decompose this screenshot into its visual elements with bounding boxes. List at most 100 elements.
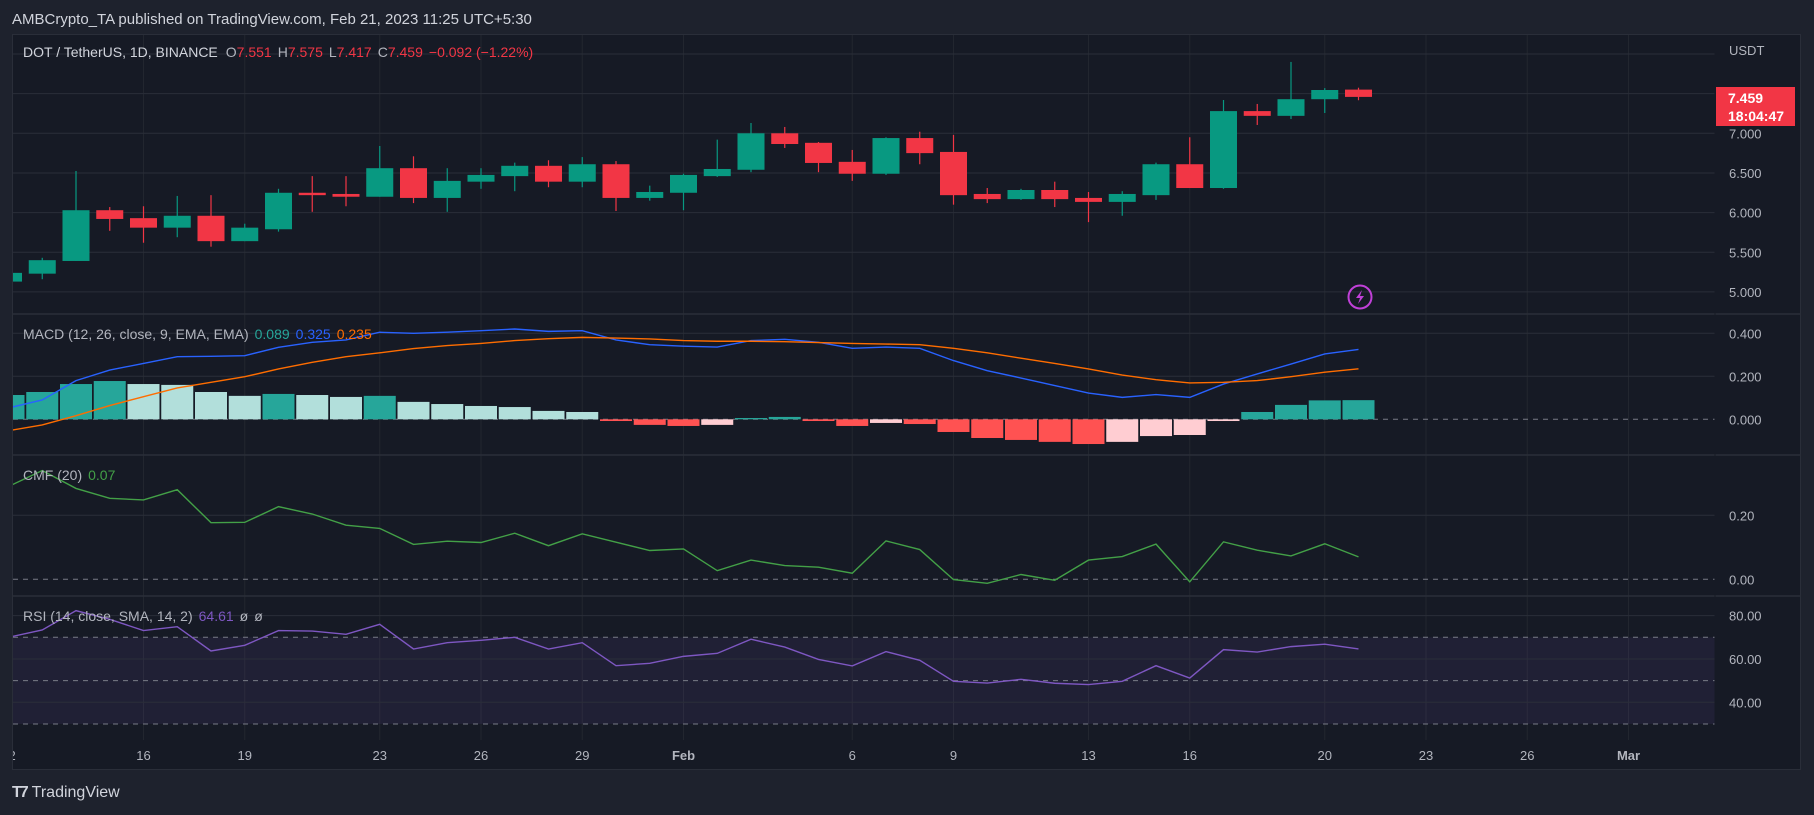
candle[interactable]: [332, 176, 360, 207]
candle[interactable]: [535, 160, 562, 188]
x-tick-label: Feb: [672, 748, 695, 763]
macd-histogram-bar: [903, 419, 936, 425]
y-tick-label: 6.000: [1729, 206, 1762, 221]
x-tick-label: 26: [1520, 748, 1534, 763]
candle[interactable]: [62, 170, 90, 261]
macd-histogram-bar: [1005, 419, 1037, 440]
candle[interactable]: [501, 162, 529, 192]
x-tick-label: Mar: [1617, 748, 1640, 763]
candle[interactable]: [1176, 137, 1204, 189]
y-tick-label: 40.00: [1729, 695, 1762, 710]
macd-label[interactable]: MACD (12, 26, close, 9, EMA, EMA): [23, 326, 249, 342]
cmf-label[interactable]: CMF (20): [23, 467, 83, 483]
macd-histogram-bar: [802, 419, 835, 422]
candle-body: [400, 168, 427, 198]
candle[interactable]: [1243, 103, 1271, 125]
last-price-tag: 7.459 18:04:47: [1716, 87, 1795, 126]
alert-circle: [1347, 284, 1373, 310]
candle[interactable]: [1345, 87, 1372, 101]
candle[interactable]: [231, 223, 259, 242]
candle[interactable]: [96, 207, 124, 231]
candle[interactable]: [130, 206, 157, 243]
candle[interactable]: [366, 145, 394, 197]
candle-body: [62, 210, 90, 261]
candle[interactable]: [433, 168, 461, 212]
candle-body: [197, 215, 225, 242]
candle[interactable]: [1108, 191, 1136, 216]
rsi-extra-1: ø: [239, 608, 249, 624]
candle[interactable]: [906, 131, 934, 165]
candle[interactable]: [872, 137, 900, 175]
macd-histogram-bar: [1342, 400, 1375, 420]
candle[interactable]: [703, 139, 731, 177]
macd-histogram-bar: [1072, 419, 1105, 445]
candle[interactable]: [1210, 99, 1237, 189]
candle[interactable]: [1075, 191, 1102, 223]
macd-histogram-bar: [465, 405, 497, 420]
y-tick-label: 5.500: [1729, 245, 1762, 260]
macd-histogram-bar: [195, 391, 227, 420]
tradingview-logo-icon: T7: [12, 784, 29, 801]
candle[interactable]: [28, 257, 56, 280]
candle-body: [1243, 111, 1271, 116]
rsi-label[interactable]: RSI (14, close, SMA, 14, 2): [23, 608, 193, 624]
candle[interactable]: [771, 126, 799, 148]
candle-body: [1041, 189, 1069, 200]
candle[interactable]: [568, 157, 596, 188]
symbol-legend[interactable]: DOT / TetherUS, 1D, BINANCE O7.551 H7.575 L…: [23, 44, 539, 60]
candle[interactable]: [1041, 181, 1069, 208]
alert-lightning-icon[interactable]: [1347, 284, 1373, 310]
macd-legend[interactable]: MACD (12, 26, close, 9, EMA, EMA) 0.089 0.…: [23, 326, 378, 342]
cmf-legend[interactable]: CMF (20) 0.07: [23, 467, 121, 483]
candle-body: [1345, 89, 1372, 97]
candle[interactable]: [1311, 88, 1339, 113]
candle[interactable]: [467, 168, 495, 189]
candle-body: [940, 151, 967, 196]
candle-body: [636, 191, 664, 198]
high-value: 7.575: [287, 44, 323, 60]
macd-histogram-bar: [1106, 419, 1139, 442]
low-value: 7.417: [336, 44, 372, 60]
x-tick-label: 23: [1419, 748, 1433, 763]
candle[interactable]: [0, 271, 22, 283]
footer-brand[interactable]: T7 TradingView: [12, 784, 120, 802]
candle-body: [771, 133, 799, 145]
rsi-extra-2: ø: [254, 608, 263, 624]
candle-body: [1108, 193, 1136, 202]
candle[interactable]: [973, 188, 1001, 204]
macd-histogram-bar: [13, 395, 25, 420]
candle[interactable]: [805, 142, 832, 173]
macd-histogram-bar: [262, 393, 295, 420]
candle[interactable]: [298, 176, 326, 212]
candle[interactable]: [602, 161, 630, 212]
x-tick-label: 6: [849, 748, 856, 763]
candle[interactable]: [737, 122, 765, 173]
macd-histogram-bar: [60, 384, 92, 420]
candle-body: [670, 174, 697, 193]
candle-body: [973, 193, 1001, 200]
candle[interactable]: [670, 173, 697, 211]
rsi-value: 64.61: [198, 608, 234, 624]
candle[interactable]: [1007, 188, 1035, 200]
macd-histogram-bar: [1207, 419, 1240, 422]
rsi-legend[interactable]: RSI (14, close, SMA, 14, 2) 64.61 ø ø: [23, 608, 269, 624]
symbol-name[interactable]: DOT / TetherUS, 1D, BINANCE: [23, 44, 218, 60]
candle[interactable]: [1277, 61, 1305, 120]
candle-body: [298, 192, 326, 196]
candle[interactable]: [163, 195, 191, 238]
candle[interactable]: [197, 195, 225, 247]
candle[interactable]: [400, 156, 427, 204]
macd-histogram-bar: [633, 419, 666, 425]
macd-histogram-bar: [701, 419, 734, 425]
x-tick-label: 20: [1318, 748, 1332, 763]
candle-body: [1007, 189, 1035, 200]
candle[interactable]: [1142, 162, 1170, 200]
candle[interactable]: [265, 188, 292, 232]
candle[interactable]: [940, 134, 967, 205]
candle[interactable]: [636, 185, 664, 201]
y-tick-label: 60.00: [1729, 652, 1762, 667]
x-tick-label: 19: [238, 748, 252, 763]
candle[interactable]: [838, 149, 866, 181]
y-tick-label: 7.000: [1729, 126, 1762, 141]
